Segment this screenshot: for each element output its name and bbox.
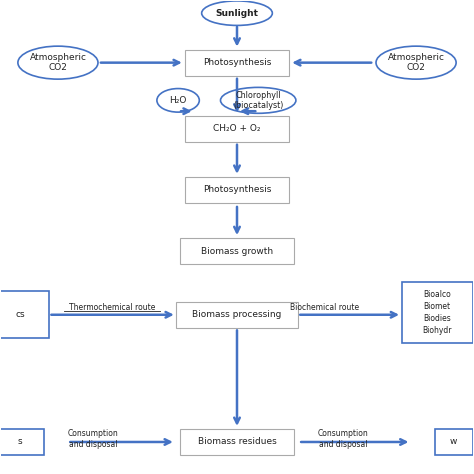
Text: Chlorophyll
(biocatalyst): Chlorophyll (biocatalyst)	[233, 91, 283, 110]
Text: w: w	[450, 438, 457, 447]
Text: s: s	[18, 438, 23, 447]
Text: Biomass processing: Biomass processing	[192, 310, 282, 319]
Text: Biomass residues: Biomass residues	[198, 438, 276, 447]
Text: Atmospheric
CO2: Atmospheric CO2	[29, 53, 86, 73]
Text: Thermochemical route: Thermochemical route	[69, 303, 155, 312]
Text: Consumption
and disposal: Consumption and disposal	[318, 428, 368, 449]
FancyBboxPatch shape	[402, 282, 473, 343]
FancyBboxPatch shape	[0, 291, 48, 338]
Text: Bioalco
Biomet
Biodies
Biohydr: Bioalco Biomet Biodies Biohydr	[422, 290, 452, 335]
Ellipse shape	[157, 89, 199, 112]
FancyBboxPatch shape	[185, 116, 289, 142]
Ellipse shape	[376, 46, 456, 79]
Ellipse shape	[220, 87, 296, 113]
Text: H₂O: H₂O	[169, 96, 187, 105]
Text: CH₂O + O₂: CH₂O + O₂	[213, 124, 261, 133]
Text: Biochemical route: Biochemical route	[290, 303, 359, 312]
Text: Atmospheric
CO2: Atmospheric CO2	[388, 53, 445, 73]
FancyBboxPatch shape	[185, 177, 289, 203]
Text: Consumption
and disposal: Consumption and disposal	[68, 428, 118, 449]
Text: Photosynthesis: Photosynthesis	[203, 58, 271, 67]
FancyBboxPatch shape	[181, 238, 293, 264]
Text: Sunlight: Sunlight	[216, 9, 258, 18]
Ellipse shape	[201, 1, 273, 26]
Text: cs: cs	[16, 310, 25, 319]
FancyBboxPatch shape	[0, 429, 44, 455]
Text: Photosynthesis: Photosynthesis	[203, 185, 271, 194]
Ellipse shape	[18, 46, 98, 79]
FancyBboxPatch shape	[181, 429, 293, 455]
FancyBboxPatch shape	[176, 302, 298, 328]
FancyBboxPatch shape	[185, 50, 289, 76]
Text: Biomass growth: Biomass growth	[201, 246, 273, 255]
FancyBboxPatch shape	[435, 429, 473, 455]
